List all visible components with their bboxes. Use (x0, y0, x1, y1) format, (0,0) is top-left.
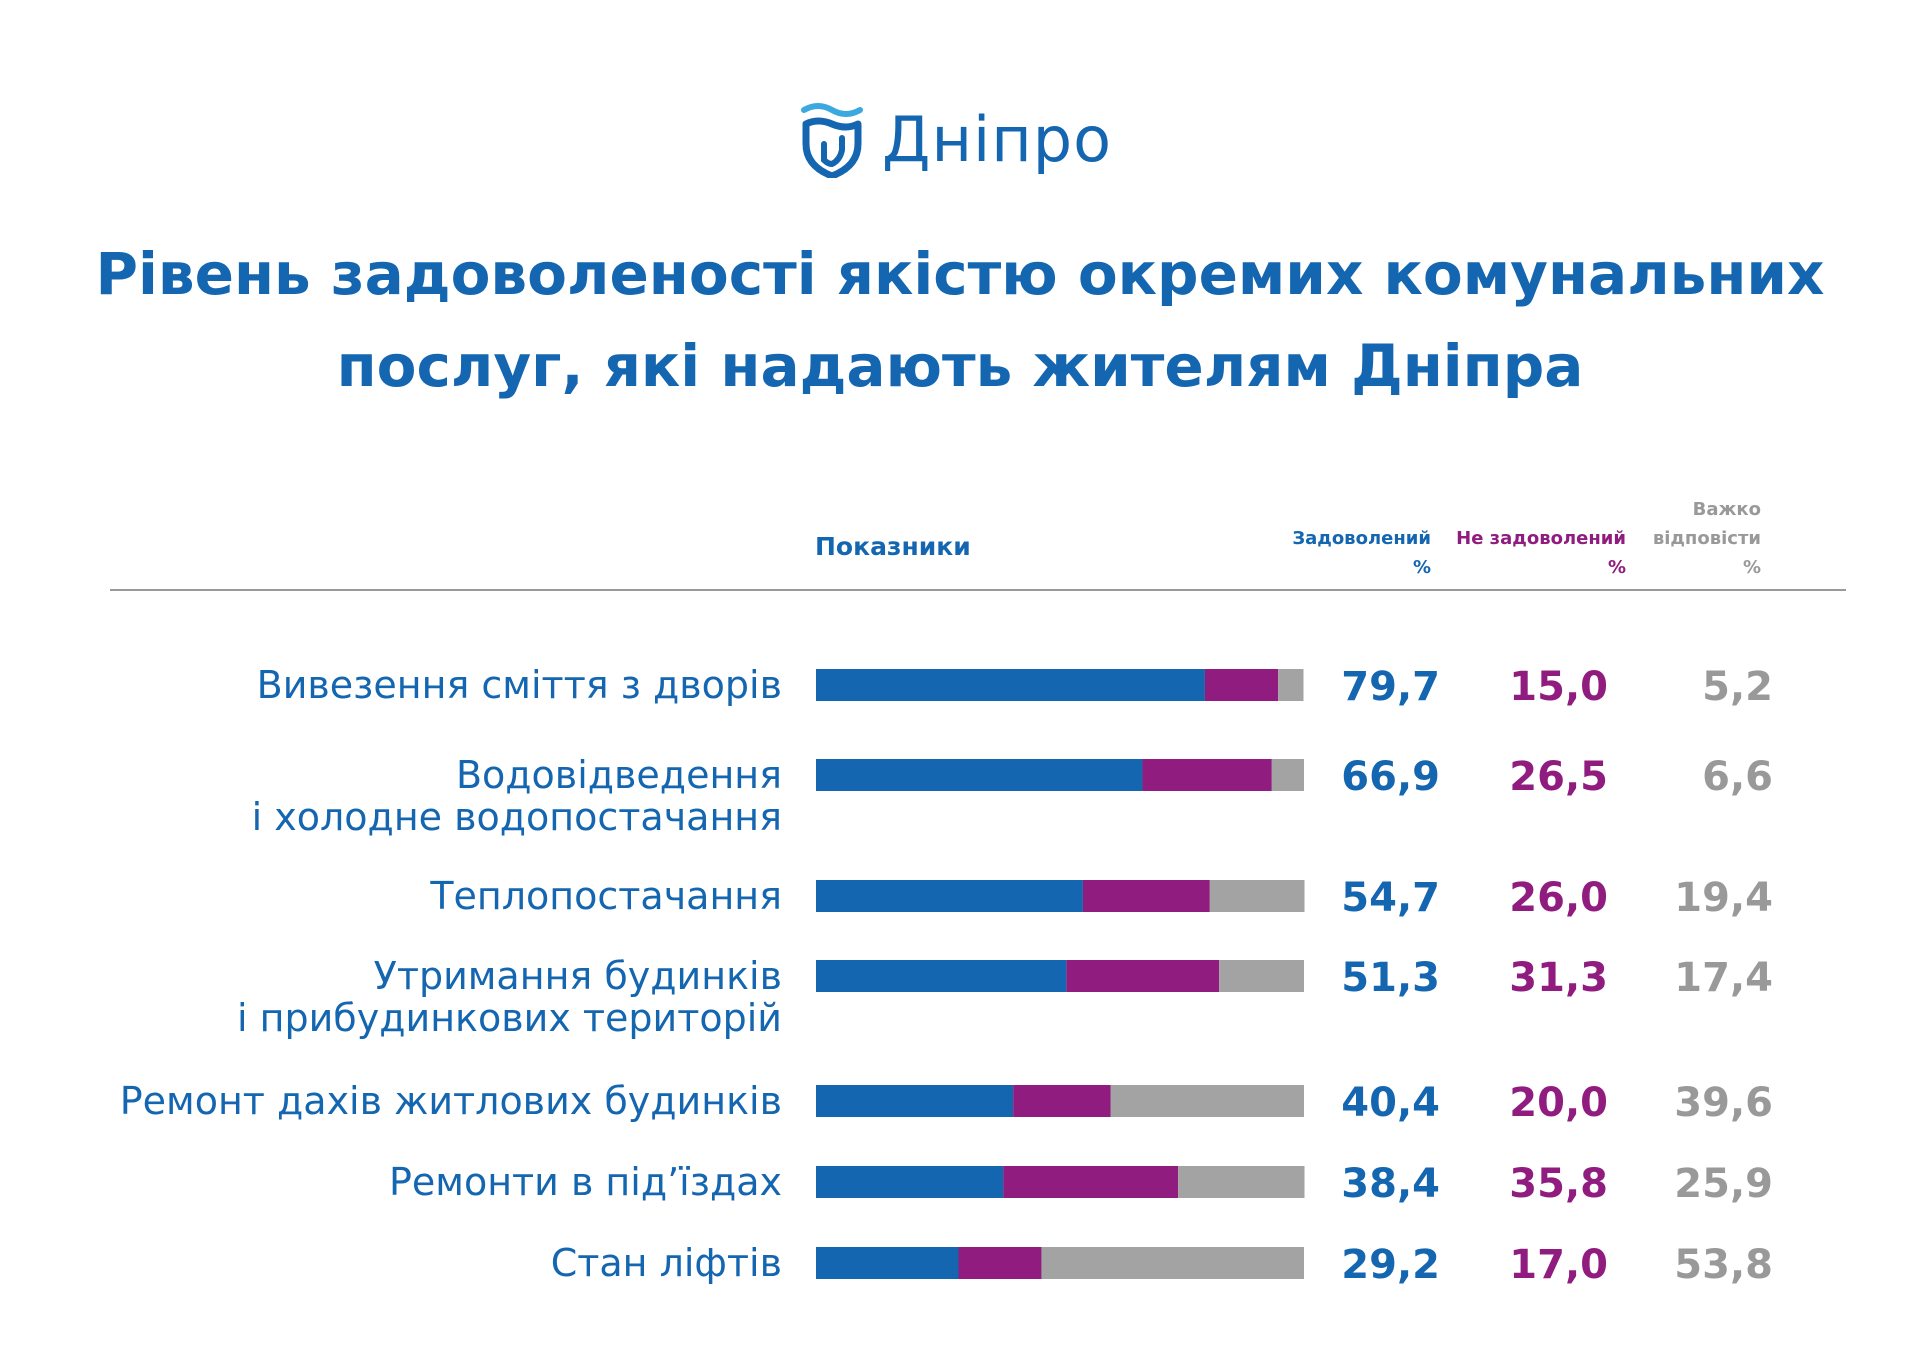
value-label-hard-to-say: 17,4 (1674, 955, 1773, 1001)
bar-segment-hard-to-say (1041, 1247, 1304, 1279)
value-label-not-satisfied: 31,3 (1509, 955, 1608, 1001)
bar-segment-not-satisfied (1204, 669, 1279, 701)
value-label-not-satisfied: 26,5 (1509, 754, 1608, 800)
bar-segment-satisfied (816, 669, 1205, 701)
page-title: Рівень задоволеності якістю окремих кому… (60, 228, 1860, 412)
bar-segment-hard-to-say (1278, 669, 1304, 701)
satisfied-header: Задоволений % (1292, 528, 1431, 578)
bar-segment-not-satisfied (958, 1247, 1042, 1279)
value-label-satisfied: 54,7 (1341, 875, 1440, 921)
bar-segment-not-satisfied (1013, 1085, 1111, 1117)
bar-segment-satisfied (816, 759, 1143, 791)
bar-segment-not-satisfied (1142, 759, 1272, 791)
value-label-hard-to-say: 19,4 (1674, 875, 1773, 921)
value-label-satisfied: 38,4 (1341, 1161, 1440, 1207)
category-label: Ремонти в під’їздах (389, 1160, 782, 1204)
title-line-2: послуг, які надають жителям Дніпра (336, 332, 1584, 400)
bar-segment-satisfied (816, 1085, 1014, 1117)
category-label: Ремонт дахів житлових будинків (120, 1079, 782, 1123)
shield-logo-icon (801, 103, 863, 178)
value-label-hard-to-say: 6,6 (1702, 754, 1773, 800)
bar-segment-hard-to-say (1178, 1166, 1305, 1198)
value-label-satisfied: 66,9 (1341, 754, 1440, 800)
bar-segment-hard-to-say (1219, 960, 1304, 992)
not-satisfied-header: Не задоволений % (1456, 528, 1626, 578)
logo-text: Дніпро (882, 102, 1113, 176)
category-label: і прибудинкових територій (237, 996, 782, 1040)
value-label-not-satisfied: 26,0 (1509, 875, 1608, 921)
category-label: Водовідведення (456, 753, 782, 797)
value-label-hard-to-say: 5,2 (1702, 664, 1773, 710)
indicators-header: Показники (815, 532, 971, 561)
value-label-satisfied: 29,2 (1341, 1242, 1440, 1288)
value-label-satisfied: 40,4 (1341, 1080, 1440, 1126)
value-label-not-satisfied: 15,0 (1509, 664, 1608, 710)
title-line-1: Рівень задоволеності якістю окремих кому… (95, 240, 1825, 308)
bar-segment-satisfied (816, 1166, 1004, 1198)
logo: Дніпро (800, 100, 1112, 178)
value-label-hard-to-say: 39,6 (1674, 1080, 1773, 1126)
value-label-hard-to-say: 53,8 (1674, 1242, 1773, 1288)
category-label: Вивезення сміття з дворів (257, 663, 782, 707)
header-divider (110, 589, 1846, 591)
value-label-not-satisfied: 17,0 (1509, 1242, 1608, 1288)
category-label: Теплопостачання (429, 874, 782, 918)
bar-segment-hard-to-say (1209, 880, 1305, 912)
category-label: і холодне водопостачання (252, 795, 782, 839)
bar-segment-not-satisfied (1066, 960, 1220, 992)
value-label-not-satisfied: 20,0 (1509, 1080, 1608, 1126)
bar-segment-hard-to-say (1271, 759, 1304, 791)
bar-segment-not-satisfied (1082, 880, 1210, 912)
value-label-hard-to-say: 25,9 (1674, 1161, 1773, 1207)
category-label: Стан ліфтів (551, 1241, 782, 1285)
bar-segment-satisfied (816, 960, 1067, 992)
category-label: Утримання будинків (374, 954, 782, 998)
value-label-not-satisfied: 35,8 (1509, 1161, 1608, 1207)
value-label-satisfied: 79,7 (1341, 664, 1440, 710)
value-label-satisfied: 51,3 (1341, 955, 1440, 1001)
bar-segment-satisfied (816, 880, 1083, 912)
hard-to-say-header: Важко відповісти % (1652, 499, 1761, 578)
bar-segment-satisfied (816, 1247, 959, 1279)
bar-segment-not-satisfied (1003, 1166, 1179, 1198)
bar-segment-hard-to-say (1110, 1085, 1304, 1117)
